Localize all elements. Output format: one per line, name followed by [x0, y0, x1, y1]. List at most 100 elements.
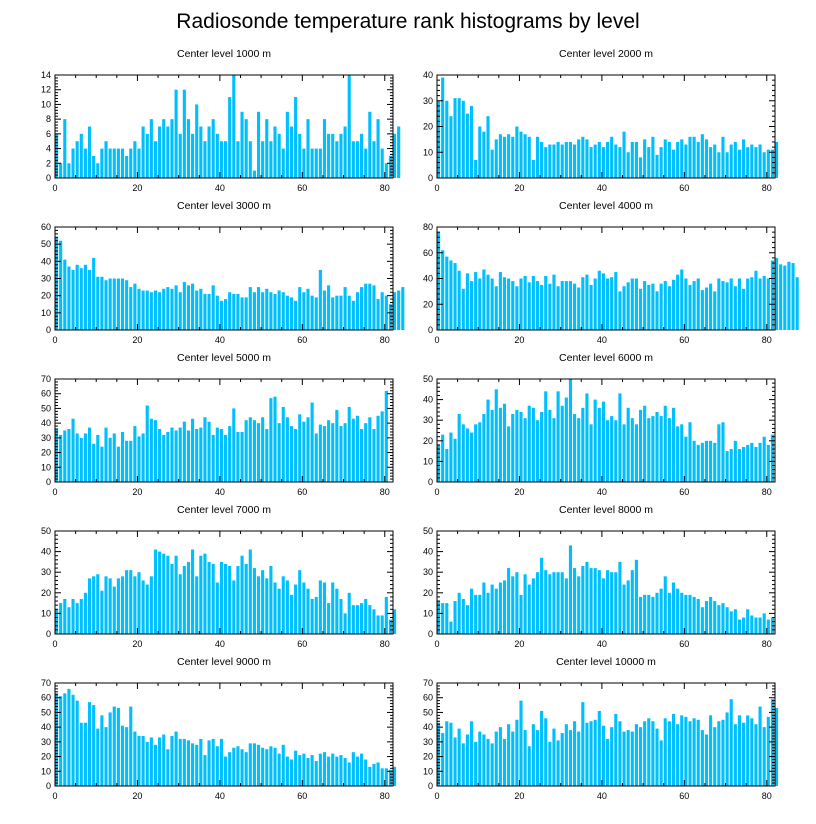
histogram-bar: [651, 283, 655, 330]
histogram-bar: [125, 727, 129, 786]
x-tick-label: 0: [52, 639, 57, 649]
histogram-bar: [141, 735, 145, 786]
histogram-bar: [498, 727, 502, 786]
histogram-bar: [83, 433, 87, 482]
histogram-bar: [585, 139, 589, 179]
histogram-bar: [355, 756, 360, 786]
histogram-bar: [232, 747, 236, 786]
histogram-bar: [294, 300, 298, 330]
histogram-bar: [610, 136, 614, 178]
y-tick-label: 50: [423, 526, 433, 536]
histogram-bar: [199, 288, 203, 330]
histogram-bar: [482, 414, 486, 482]
histogram-bar: [556, 391, 560, 482]
histogram-bar: [191, 418, 195, 482]
histogram-bar: [634, 278, 638, 330]
histogram-bar: [294, 584, 298, 634]
histogram-bar: [729, 699, 733, 786]
histogram-bar: [581, 277, 585, 330]
histogram-bar: [568, 730, 573, 786]
histogram-bar: [622, 584, 626, 634]
histogram-bar: [182, 281, 186, 330]
histogram-bar: [162, 119, 166, 178]
histogram-bar: [388, 304, 392, 330]
histogram-bar: [203, 141, 207, 178]
histogram-bar: [351, 605, 355, 634]
histogram-bar: [733, 286, 737, 330]
histogram-bar: [461, 288, 465, 330]
histogram-bar: [87, 269, 92, 330]
histogram-bar: [692, 136, 696, 178]
histogram-bar: [643, 721, 647, 786]
y-tick-label: 80: [423, 222, 433, 232]
histogram-bar: [158, 737, 162, 786]
histogram-bar: [364, 148, 368, 178]
histogram-bar: [120, 576, 125, 634]
histogram-bar: [298, 755, 302, 786]
histogram-bar: [207, 421, 211, 482]
histogram-bar: [585, 393, 589, 482]
x-tick-label: 20: [514, 487, 524, 497]
histogram-bar: [289, 297, 294, 330]
histogram-bar: [544, 718, 548, 786]
histogram-bar: [680, 592, 684, 634]
y-tick-label: 40: [423, 547, 433, 557]
x-tick-label: 60: [679, 183, 689, 193]
histogram-bar: [71, 418, 75, 482]
histogram-bar: [203, 755, 207, 786]
histogram-bar: [622, 424, 626, 482]
histogram-bar: [92, 576, 96, 634]
histogram-bar: [368, 111, 372, 178]
histogram-bar: [294, 97, 298, 178]
histogram-bar: [195, 744, 199, 786]
histogram-bar: [129, 287, 133, 330]
histogram-bar: [655, 728, 659, 786]
histogram-bar: [199, 738, 203, 786]
histogram-bar: [191, 133, 195, 178]
histogram-bar: [372, 609, 376, 634]
histogram-bar: [232, 580, 236, 634]
histogram-bar: [568, 141, 573, 178]
x-tick-label: 60: [297, 791, 307, 801]
histogram-bar: [322, 582, 327, 634]
histogram-bar: [289, 426, 294, 482]
x-tick-label: 20: [514, 183, 524, 193]
histogram-bar: [507, 278, 511, 330]
histogram-bar: [445, 449, 449, 482]
histogram-bar: [162, 553, 166, 634]
histogram-bar: [236, 566, 240, 634]
histogram-bar: [507, 426, 511, 482]
histogram-bar: [310, 148, 314, 178]
histogram-bar: [360, 429, 364, 482]
histogram-bar: [174, 731, 178, 786]
histogram-bar: [704, 734, 709, 786]
histogram-bar: [523, 275, 527, 330]
histogram-bar: [125, 440, 129, 482]
histogram-bar: [606, 141, 610, 178]
histogram-bar: [758, 442, 762, 482]
histogram-bar: [441, 250, 445, 330]
histogram-bar: [721, 719, 725, 786]
histogram-bar: [486, 738, 490, 786]
histogram-bar: [502, 277, 507, 330]
y-tick-label: 60: [423, 248, 433, 258]
figure-title: Radiosonde temperature rank histograms b…: [176, 10, 639, 33]
histogram-bar: [302, 582, 306, 634]
histogram-bar: [449, 432, 453, 482]
histogram-bar: [601, 401, 605, 482]
histogram-bar: [149, 119, 153, 178]
histogram-bar: [256, 111, 261, 178]
histogram-bar: [252, 420, 256, 482]
histogram-bar: [79, 722, 83, 786]
histogram-bar: [556, 141, 560, 178]
histogram-bar: [647, 594, 651, 634]
histogram-bar: [671, 279, 676, 330]
histogram-bar: [453, 737, 457, 786]
histogram-bar: [663, 718, 667, 786]
histogram-bar: [207, 561, 211, 634]
histogram-bar: [737, 278, 742, 330]
histogram-bar: [502, 403, 507, 482]
histogram-bar: [67, 429, 71, 482]
histogram-bar: [203, 553, 207, 634]
histogram-bar: [721, 422, 725, 482]
